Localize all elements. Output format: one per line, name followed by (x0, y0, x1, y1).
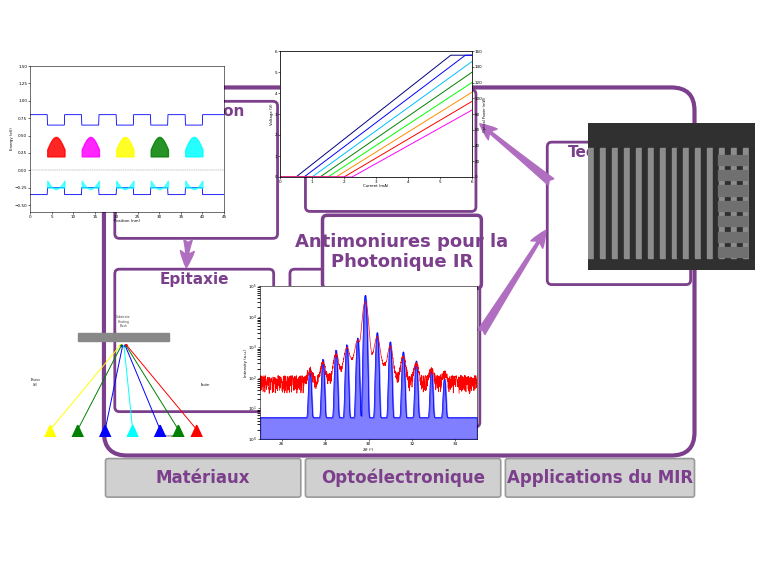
Bar (737, 148, 742, 259)
FancyBboxPatch shape (104, 88, 694, 456)
Text: Substrate
Heating
Block: Substrate Heating Block (117, 315, 131, 328)
Bar (677, 148, 683, 259)
Bar (636, 148, 640, 259)
Bar (606, 148, 611, 259)
Text: Epitaxie: Epitaxie (160, 271, 229, 287)
Text: Composants: Composants (338, 92, 443, 107)
Bar (659, 148, 665, 259)
Bar (718, 155, 748, 166)
Text: Photonique IR: Photonique IR (331, 253, 473, 271)
Bar (707, 148, 712, 259)
Bar (695, 148, 701, 259)
Bar (719, 148, 724, 259)
Bar (612, 148, 617, 259)
Polygon shape (192, 425, 203, 437)
Bar (618, 148, 623, 259)
Text: Matériaux: Matériaux (342, 406, 429, 421)
Bar (642, 148, 647, 259)
Y-axis label: Optical Power (mW): Optical Power (mW) (483, 96, 487, 132)
FancyBboxPatch shape (306, 90, 476, 211)
Text: Matériaux: Matériaux (156, 469, 250, 487)
Bar (743, 148, 748, 259)
Text: Arsenic: Arsenic (101, 434, 109, 438)
Bar (600, 148, 605, 259)
FancyBboxPatch shape (547, 142, 691, 284)
Bar (630, 148, 635, 259)
Bar (718, 247, 748, 259)
Text: Conception: Conception (148, 104, 244, 119)
FancyBboxPatch shape (115, 269, 274, 411)
Bar (594, 148, 599, 259)
Y-axis label: Energy (eV): Energy (eV) (10, 128, 14, 151)
X-axis label: Position (nm): Position (nm) (114, 220, 140, 224)
Text: Effusion
Cell: Effusion Cell (30, 378, 41, 387)
Bar (683, 148, 688, 259)
Text: Gallium: Gallium (45, 434, 56, 438)
X-axis label: Current (mA): Current (mA) (364, 184, 389, 188)
Bar (731, 148, 736, 259)
Bar (749, 148, 754, 259)
Y-axis label: Voltage (V): Voltage (V) (270, 103, 274, 125)
Text: Optoélectronique: Optoélectronique (321, 469, 485, 487)
Polygon shape (72, 425, 83, 437)
FancyBboxPatch shape (322, 215, 482, 288)
Polygon shape (127, 425, 138, 437)
Y-axis label: Intensity (a.u.): Intensity (a.u.) (243, 348, 248, 377)
Bar (718, 201, 748, 212)
Bar (654, 148, 658, 259)
Bar (77, 333, 169, 342)
Text: Technologie: Technologie (568, 144, 670, 160)
Bar (588, 148, 593, 259)
FancyBboxPatch shape (290, 269, 480, 427)
Text: Shutter: Shutter (201, 383, 210, 387)
Bar (718, 216, 748, 228)
Bar (725, 148, 730, 259)
Bar (647, 148, 653, 259)
Bar (718, 185, 748, 197)
Bar (624, 148, 629, 259)
FancyBboxPatch shape (306, 459, 500, 497)
Polygon shape (100, 425, 111, 437)
Bar (672, 148, 676, 259)
Text: Antimoniures pour la: Antimoniures pour la (296, 233, 508, 251)
Bar (718, 232, 748, 243)
Polygon shape (155, 425, 166, 437)
Bar (701, 148, 706, 259)
X-axis label: 2$\theta$ (°): 2$\theta$ (°) (362, 446, 375, 454)
Polygon shape (173, 425, 184, 437)
FancyBboxPatch shape (106, 459, 301, 497)
Bar (665, 148, 671, 259)
Polygon shape (45, 425, 56, 437)
Bar (690, 148, 694, 259)
FancyBboxPatch shape (115, 101, 278, 238)
Text: Aluminium: Aluminium (163, 434, 176, 438)
FancyBboxPatch shape (505, 459, 694, 497)
Text: Applications du MIR: Applications du MIR (507, 469, 693, 487)
Bar (713, 148, 719, 259)
Bar (718, 170, 748, 181)
